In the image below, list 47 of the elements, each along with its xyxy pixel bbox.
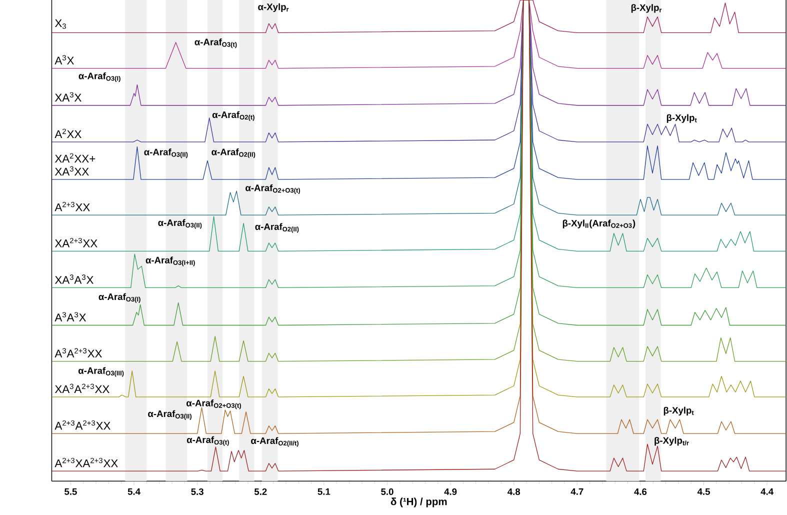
series-label: A$^{2+3}$XA$^{2+3}$XX bbox=[54, 458, 118, 468]
annotation: α-Araf$_{O3(I+II)}$ bbox=[146, 256, 195, 266]
series-label: X$_{3}$ bbox=[54, 19, 66, 29]
x-axis-title: δ (¹H) / ppm bbox=[390, 498, 447, 508]
series-label: XA$^{2+3}$XX bbox=[54, 238, 98, 248]
series-label: A$^{3}$X bbox=[54, 55, 74, 65]
annotation: α-Araf$_{O2(II/t)}$ bbox=[251, 437, 298, 447]
x-tick-label: 5.4 bbox=[128, 488, 140, 496]
x-tick-label: 4.6 bbox=[634, 488, 647, 496]
annotation: β-Xyl$_{II}$(Araf$_{O2+O3}$) bbox=[562, 220, 636, 228]
x-tick-label: 4.8 bbox=[508, 488, 520, 496]
x-tick-label: 4.7 bbox=[570, 488, 584, 495]
annotation: α-Araf$_{O3(t)}$ bbox=[186, 436, 229, 446]
x-tick-label: 4.5 bbox=[697, 488, 710, 496]
annotation: α-Araf$_{O2+O3(t)}$ bbox=[186, 400, 241, 410]
annotation: α-Araf$_{O3(III)}$ bbox=[78, 367, 124, 377]
series-label: XA$^{3}$X bbox=[54, 92, 82, 102]
annotation: α-Xylp$_{r}$ bbox=[258, 3, 289, 12]
x-tick-label: 5.3 bbox=[191, 488, 204, 496]
series-label: A$^{2+3}$A$^{2+3}$XX bbox=[54, 420, 110, 430]
annotation: β-Xylp$_{t}$ bbox=[666, 114, 697, 123]
x-tick-label: 5.5 bbox=[64, 488, 77, 496]
series-label: XA$^{3}$A$^{3}$X bbox=[54, 274, 94, 284]
series-label: A$^{2+3}$XX bbox=[54, 202, 90, 212]
annotation: α-Araf$_{O3(II)}$ bbox=[158, 219, 202, 229]
x-tick-label: 5.1 bbox=[318, 488, 330, 496]
x-tick-label: 5.2 bbox=[254, 488, 267, 496]
annotation: α-Araf$_{O2(t)}$ bbox=[212, 111, 254, 121]
annotation: β-Xylp$_{t/r}$ bbox=[654, 437, 689, 446]
annotation: α-Araf$_{O2(II)}$ bbox=[212, 148, 256, 158]
annotation: α-Araf$_{O3(t)}$ bbox=[194, 38, 237, 48]
annotation: α-Araf$_{O3(II)}$ bbox=[148, 410, 192, 420]
series-label: A$^{3}$A$^{3}$X bbox=[54, 312, 86, 322]
annotation: β-Xylp$_{r}$ bbox=[631, 4, 662, 13]
annotation: α-Araf$_{O2(II)}$ bbox=[255, 223, 299, 233]
series-label: A$^{2}$XX bbox=[54, 128, 82, 138]
x-tick-label: 5.0 bbox=[381, 488, 394, 496]
series-label: XA$^{2}$XX+ XA$^{3}$XX bbox=[54, 153, 96, 176]
annotation: α-Araf$_{O3(I)}$ bbox=[98, 293, 140, 303]
x-tick-label: 4.9 bbox=[444, 488, 457, 496]
x-tick-label: 4.4 bbox=[760, 488, 774, 495]
series-label: XA$^{3}$A$^{2+3}$XX bbox=[54, 384, 110, 394]
series-label: A$^{3}$A$^{2+3}$XX bbox=[54, 348, 102, 358]
annotation: α-Araf$_{O3(I)}$ bbox=[78, 72, 120, 82]
annotation: α-Araf$_{O2+O3(t)}$ bbox=[246, 184, 300, 194]
annotation: α-Araf$_{O3(II)}$ bbox=[144, 148, 188, 158]
annotation: β-Xylp$_{t}$ bbox=[664, 406, 694, 416]
